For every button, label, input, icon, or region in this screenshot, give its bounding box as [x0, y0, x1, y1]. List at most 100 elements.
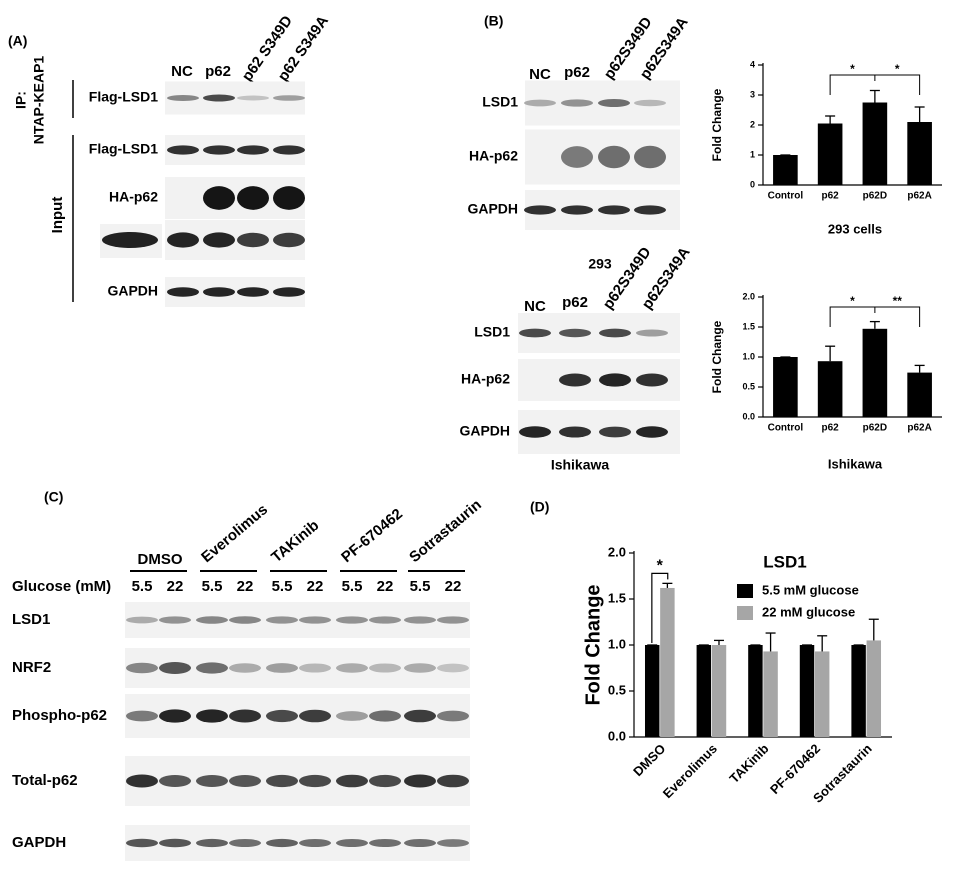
- blot-band: [273, 186, 305, 210]
- row-label: HA-p62: [109, 189, 158, 205]
- glucose-value: 5.5: [202, 578, 223, 595]
- blot-band: [266, 663, 298, 673]
- blot-band: [266, 616, 298, 624]
- y-axis-label: Fold Change: [582, 584, 604, 705]
- blot-band: [336, 663, 368, 673]
- bar: [862, 102, 888, 185]
- label: (D): [530, 499, 549, 515]
- input-label: Input: [49, 197, 66, 234]
- y-axis-label: Fold Change: [710, 320, 724, 393]
- ip-label: NTAP-KEAP1: [31, 56, 47, 145]
- y-tick-label: 0.5: [742, 381, 755, 391]
- row-label: Flag-LSD1: [89, 89, 158, 105]
- bar: [763, 651, 778, 737]
- blot-band: [369, 774, 401, 788]
- glucose-value: 22: [307, 578, 324, 595]
- blot-band: [636, 329, 668, 337]
- column-label: NC: [171, 63, 193, 80]
- blot-band: [229, 775, 261, 787]
- y-tick-label: 1: [750, 149, 755, 159]
- blot-band: [229, 839, 261, 847]
- blot-band: [519, 426, 551, 438]
- blot-band: [437, 616, 469, 624]
- y-tick-label: 1.5: [608, 590, 626, 605]
- row-label: Total-p62: [12, 772, 78, 789]
- bar: [866, 640, 882, 737]
- row-label: GAPDH: [467, 201, 518, 217]
- glucose-value: 5.5: [342, 578, 363, 595]
- blot-band: [524, 205, 556, 215]
- y-tick-label: 2: [750, 119, 755, 129]
- column-label: p62: [205, 63, 231, 80]
- blot-band: [299, 839, 331, 847]
- significance-label: *: [895, 62, 900, 76]
- glucose-value: 22: [237, 578, 254, 595]
- y-tick-label: 1.5: [742, 321, 755, 331]
- column-label: p62: [564, 64, 590, 81]
- treatment-label: Everolimus: [198, 501, 271, 566]
- row-label: GAPDH: [459, 423, 510, 439]
- y-tick-label: 3: [750, 89, 755, 99]
- bar: [907, 122, 932, 185]
- blot-band: [598, 145, 630, 169]
- significance-label: *: [850, 62, 855, 76]
- blot-band: [273, 232, 305, 248]
- blot-band: [404, 774, 436, 788]
- y-tick-label: 2.0: [608, 544, 626, 559]
- significance-label: *: [657, 558, 664, 575]
- chart-title: Ishikawa: [828, 456, 883, 471]
- significance-label: *: [850, 294, 855, 308]
- blot-band: [159, 775, 191, 787]
- glucose-value: 22: [445, 578, 462, 595]
- blot-band: [237, 186, 269, 210]
- blot-band: [203, 145, 235, 155]
- blot-band: [561, 146, 593, 168]
- blot-band: [266, 709, 298, 723]
- blot-band: [229, 616, 261, 624]
- column-label: NC: [529, 66, 551, 83]
- chart-title: 293 cells: [828, 221, 882, 236]
- x-tick-label: Control: [768, 423, 804, 434]
- y-tick-label: 4: [750, 59, 755, 69]
- blot-band: [404, 839, 436, 847]
- treatment-label: PF-670462: [338, 505, 406, 566]
- x-tick-label: Everolimus: [660, 741, 720, 801]
- blot-band: [167, 287, 199, 297]
- blot-band: [336, 839, 368, 847]
- blot-band: [196, 662, 228, 674]
- blot-band: [369, 616, 401, 624]
- blot-band: [559, 328, 591, 338]
- bar: [799, 645, 815, 737]
- blot-band: [519, 328, 551, 338]
- blot-band: [598, 205, 630, 215]
- blot-band: [273, 95, 305, 101]
- y-tick-label: 0.0: [608, 728, 626, 743]
- row-label: GAPDH: [12, 834, 66, 851]
- blot-band: [237, 287, 269, 297]
- blot-band: [404, 663, 436, 673]
- blot-band: [273, 287, 305, 297]
- blot-band: [634, 145, 666, 169]
- bar: [851, 645, 866, 737]
- blot-band: [237, 232, 269, 248]
- x-tick-label: p62A: [907, 423, 931, 434]
- y-tick-label: 1.0: [742, 351, 755, 361]
- blot-band: [634, 99, 666, 107]
- legend-label: 5.5 mM glucose: [762, 582, 859, 597]
- blot-band: [196, 709, 228, 723]
- row-label: LSD1: [12, 611, 50, 628]
- label: (B): [484, 13, 503, 29]
- blot-band: [404, 709, 436, 723]
- y-axis-label: Fold Change: [710, 88, 724, 161]
- row-label: HA-p62: [469, 148, 518, 164]
- bar: [660, 587, 675, 737]
- x-tick-label: TAKinib: [726, 741, 771, 786]
- blot-band: [299, 616, 331, 624]
- row-label: Phospho-p62: [12, 707, 107, 724]
- blot-band: [437, 839, 469, 847]
- blot-band: [369, 663, 401, 673]
- bar: [814, 651, 830, 737]
- blot-band: [102, 232, 158, 248]
- blot-band: [437, 663, 469, 673]
